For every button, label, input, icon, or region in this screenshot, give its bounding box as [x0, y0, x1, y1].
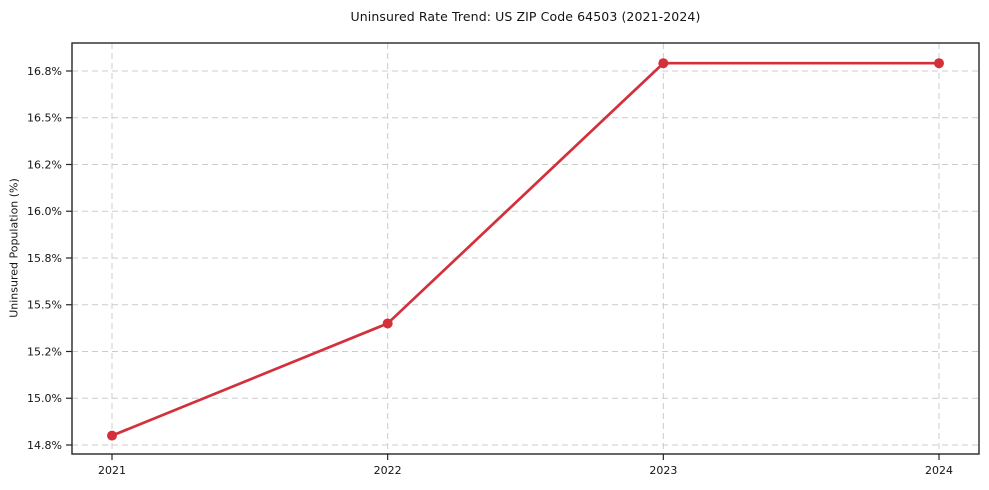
data-point	[934, 58, 944, 69]
y-tick-label: 14.8%	[27, 439, 62, 452]
chart-title: Uninsured Rate Trend: US ZIP Code 64503 …	[350, 9, 701, 24]
data-point	[382, 318, 393, 329]
trend-line	[110, 61, 941, 437]
y-tick-label: 16.0%	[27, 205, 62, 218]
y-tick-label: 15.2%	[27, 345, 62, 358]
data-point	[658, 58, 669, 69]
y-tick-label: 15.8%	[27, 252, 62, 265]
x-tick-label: 2024	[925, 464, 953, 477]
plot-border	[71, 42, 980, 455]
x-tick-label: 2022	[374, 464, 402, 477]
y-tick-label: 15.5%	[27, 299, 62, 312]
y-tick-label: 15.0%	[27, 392, 62, 405]
x-tick-label: 2021	[98, 464, 126, 477]
x-tick-label: 2023	[649, 464, 677, 477]
y-tick-label: 16.2%	[27, 158, 62, 171]
y-axis-title: Uninsured Population (%)	[7, 178, 21, 318]
y-tick-label: 16.5%	[27, 112, 62, 125]
y-tick-label: 16.8%	[27, 65, 62, 78]
data-point	[107, 430, 117, 441]
